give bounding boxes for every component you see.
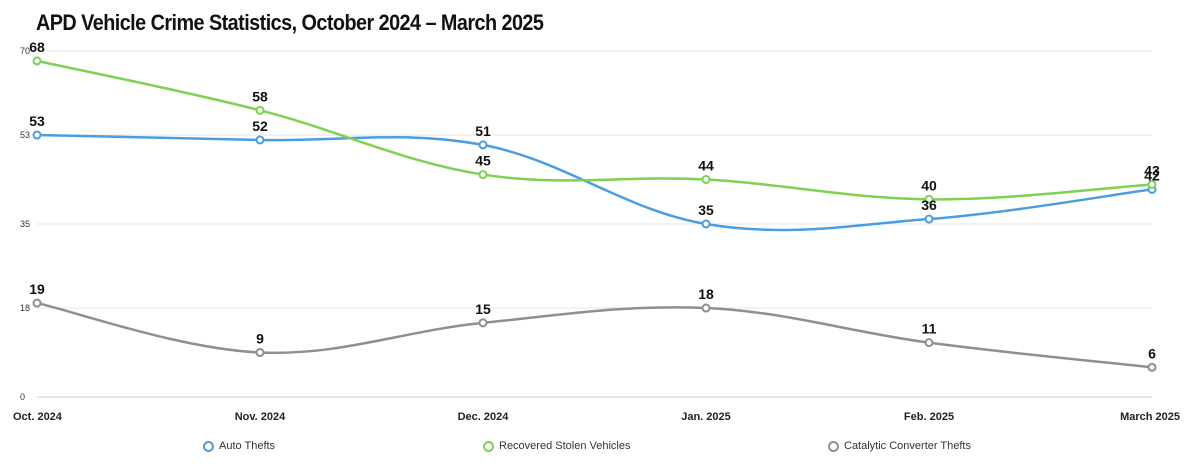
data-label-catalytic-converter-thefts: 6 — [1148, 345, 1156, 361]
data-label-recovered-stolen-vehicles: 40 — [921, 177, 937, 193]
data-point-auto-thefts — [255, 135, 265, 145]
legend-marker-icon — [828, 440, 839, 452]
legend-item[interactable]: Recovered Stolen Vehicles — [483, 440, 630, 452]
data-point-auto-thefts — [924, 214, 934, 224]
data-label-recovered-stolen-vehicles: 45 — [475, 153, 491, 169]
series-line-auto-thefts — [35, 133, 1154, 232]
data-point-catalytic-converter-thefts — [1147, 362, 1157, 372]
legend-item[interactable]: Catalytic Converter Thefts — [828, 440, 971, 452]
series-lines — [35, 59, 1154, 369]
gridlines — [37, 50, 1152, 398]
legend-label: Catalytic Converter Thefts — [844, 440, 971, 452]
data-point-recovered-stolen-vehicles — [478, 170, 488, 180]
line-chart: 0 18 35 53 70 Oct. 2024 Nov. 2024 Dec. 2024 Jan… — [13, 39, 1180, 423]
x-tick-label: Dec. 2024 — [458, 411, 510, 423]
legend-marker-icon — [203, 440, 214, 452]
data-label-catalytic-converter-thefts: 11 — [922, 321, 937, 337]
y-tick-label: 0 — [20, 392, 25, 402]
data-point-catalytic-converter-thefts — [924, 338, 934, 348]
data-point-auto-thefts — [701, 219, 711, 229]
data-label-auto-thefts: 52 — [252, 118, 268, 134]
data-label-recovered-stolen-vehicles: 43 — [1144, 162, 1160, 178]
series-points — [32, 56, 1157, 372]
y-tick-label: 35 — [20, 219, 30, 229]
y-tick-label: 53 — [20, 130, 30, 140]
x-tick-label: Jan. 2025 — [681, 411, 731, 423]
data-point-recovered-stolen-vehicles — [1147, 179, 1157, 189]
y-tick-label: 18 — [20, 303, 30, 313]
data-point-catalytic-converter-thefts — [32, 298, 42, 308]
data-label-auto-thefts: 35 — [698, 202, 714, 218]
legend-label: Auto Thefts — [219, 440, 276, 452]
data-point-auto-thefts — [478, 140, 488, 150]
data-label-catalytic-converter-thefts: 19 — [29, 281, 45, 297]
data-point-catalytic-converter-thefts — [701, 303, 711, 313]
chart-title: APD Vehicle Crime Statistics, October 20… — [36, 10, 544, 35]
y-tick-label: 70 — [20, 46, 30, 56]
x-axis-ticks: Oct. 2024 Nov. 2024 Dec. 2024 Jan. 2025 Feb.… — [13, 411, 1180, 423]
data-point-catalytic-converter-thefts — [478, 318, 488, 328]
data-label-recovered-stolen-vehicles: 44 — [698, 158, 714, 174]
data-point-recovered-stolen-vehicles — [32, 56, 42, 66]
y-axis-ticks: 0 18 35 53 70 — [20, 46, 30, 402]
x-tick-label: Oct. 2024 — [13, 411, 63, 423]
data-label-catalytic-converter-thefts: 18 — [698, 286, 714, 302]
data-point-auto-thefts — [32, 130, 42, 140]
data-label-recovered-stolen-vehicles: 68 — [29, 39, 45, 55]
legend: Auto Thefts Recovered Stolen Vehicles Cata… — [0, 440, 1200, 462]
data-label-auto-thefts: 53 — [29, 113, 45, 129]
data-label-auto-thefts: 51 — [475, 123, 491, 139]
series-line-catalytic-converter-thefts — [35, 301, 1154, 369]
legend-marker-icon — [483, 440, 494, 452]
data-point-recovered-stolen-vehicles — [701, 175, 711, 185]
data-labels: 53 52 51 35 36 42 68 58 45 44 40 43 19 9 15 18 11 6 — [29, 39, 1160, 361]
data-label-auto-thefts: 36 — [921, 197, 937, 213]
data-point-recovered-stolen-vehicles — [924, 194, 934, 204]
legend-label: Recovered Stolen Vehicles — [499, 440, 631, 452]
data-point-recovered-stolen-vehicles — [255, 105, 265, 115]
x-tick-label: March 2025 — [1120, 411, 1180, 423]
data-label-auto-thefts: 42 — [1144, 167, 1160, 183]
data-label-recovered-stolen-vehicles: 58 — [252, 88, 268, 104]
data-point-catalytic-converter-thefts — [255, 348, 265, 358]
x-tick-label: Nov. 2024 — [235, 411, 286, 423]
legend-item[interactable]: Auto Thefts — [203, 440, 275, 452]
x-tick-label: Feb. 2025 — [904, 411, 954, 423]
data-label-catalytic-converter-thefts: 9 — [256, 331, 264, 347]
series-line-recovered-stolen-vehicles — [35, 59, 1154, 201]
data-label-catalytic-converter-thefts: 15 — [475, 301, 491, 317]
